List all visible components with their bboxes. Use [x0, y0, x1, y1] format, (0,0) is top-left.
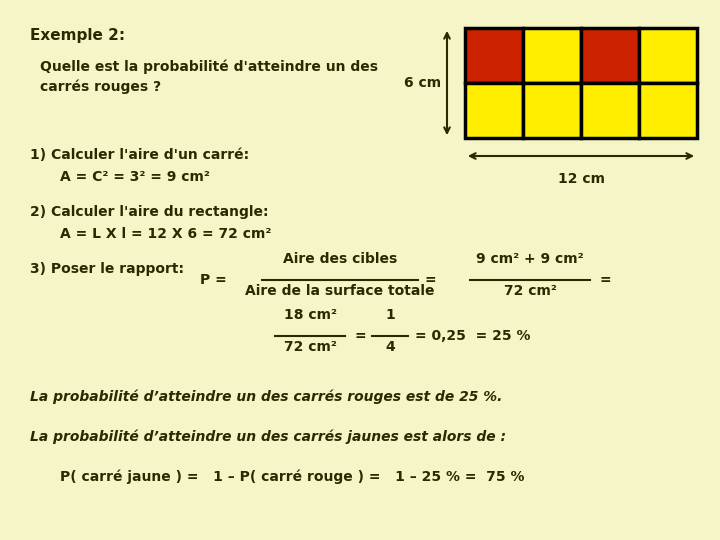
Text: 4: 4 [385, 340, 395, 354]
Bar [523, 28, 581, 83]
Bar [581, 83, 639, 138]
Text: = 0,25  = 25 %: = 0,25 = 25 % [415, 329, 531, 343]
Text: La probabilité d’atteindre un des carrés jaunes est alors de :: La probabilité d’atteindre un des carrés… [30, 430, 506, 444]
Bar [523, 83, 581, 138]
Text: 9 cm² + 9 cm²: 9 cm² + 9 cm² [476, 252, 584, 266]
Text: 18 cm²: 18 cm² [284, 308, 336, 322]
Bar [465, 83, 523, 138]
Text: Aire des cibles: Aire des cibles [283, 252, 397, 266]
Text: 1) Calculer l'aire d'un carré:: 1) Calculer l'aire d'un carré: [30, 148, 249, 162]
Text: 1: 1 [385, 308, 395, 322]
Text: Aire de la surface totale: Aire de la surface totale [246, 284, 435, 298]
Text: A = L X l = 12 X 6 = 72 cm²: A = L X l = 12 X 6 = 72 cm² [60, 227, 271, 241]
Text: Quelle est la probabilité d'atteindre un des: Quelle est la probabilité d'atteindre un… [40, 60, 378, 75]
Text: P( carré jaune ) =   1 – P( carré rouge ) =   1 – 25 % =  75 %: P( carré jaune ) = 1 – P( carré rouge ) … [60, 470, 524, 484]
Text: A = C² = 3² = 9 cm²: A = C² = 3² = 9 cm² [60, 170, 210, 184]
Text: =: = [354, 329, 366, 343]
Text: =: = [424, 273, 436, 287]
Text: carrés rouges ?: carrés rouges ? [40, 80, 161, 94]
Text: 72 cm²: 72 cm² [284, 340, 336, 354]
Text: P =: P = [200, 273, 227, 287]
Bar [465, 28, 523, 83]
Text: La probabilité d’atteindre un des carrés rouges est de 25 %.: La probabilité d’atteindre un des carrés… [30, 390, 503, 404]
Text: 3) Poser le rapport:: 3) Poser le rapport: [30, 262, 184, 276]
Text: Exemple 2:: Exemple 2: [30, 28, 125, 43]
Bar [639, 83, 697, 138]
Text: 12 cm: 12 cm [557, 172, 605, 186]
Bar [581, 28, 639, 83]
Text: 2) Calculer l'aire du rectangle:: 2) Calculer l'aire du rectangle: [30, 205, 269, 219]
Text: 72 cm²: 72 cm² [503, 284, 557, 298]
Text: 6 cm: 6 cm [404, 76, 441, 90]
Bar [639, 28, 697, 83]
Text: =: = [599, 273, 611, 287]
